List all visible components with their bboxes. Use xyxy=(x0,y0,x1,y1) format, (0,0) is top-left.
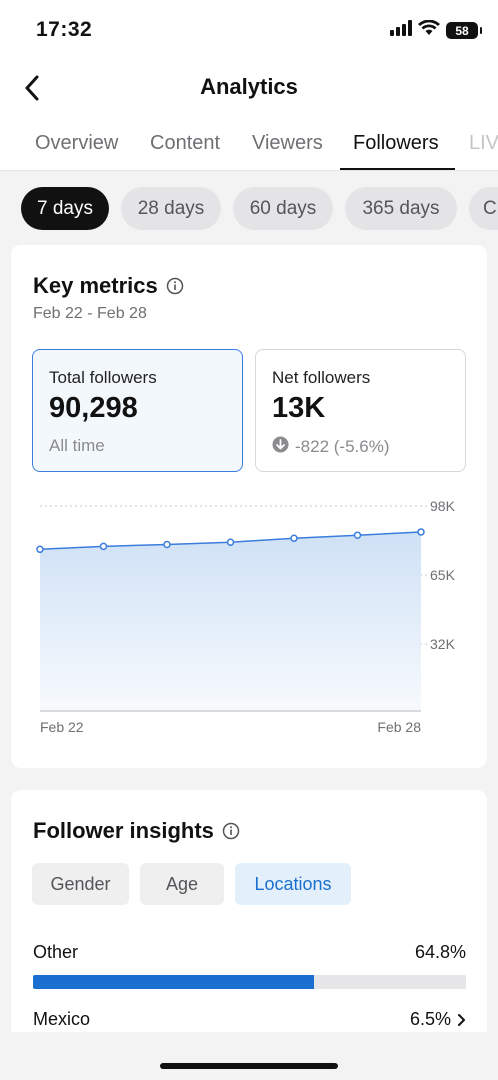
filter-7-days[interactable]: 7 days xyxy=(21,187,109,230)
date-range: Feb 22 - Feb 28 xyxy=(33,305,147,322)
key-metrics-title: Key metrics xyxy=(33,273,158,298)
location-bar xyxy=(33,975,466,989)
followers-area-chart: 98K 65K 32K Feb 22 Feb 28 xyxy=(36,498,456,735)
cellular-signal-icon xyxy=(390,20,412,41)
data-point[interactable] xyxy=(163,540,171,549)
total-followers-label: Total followers xyxy=(49,368,157,387)
data-point[interactable] xyxy=(417,528,425,536)
net-followers-change-row: -822 (-5.6%) xyxy=(272,436,389,458)
back-button[interactable] xyxy=(16,72,48,104)
follower-insights-card: Follower insights Gender Age Locations O… xyxy=(11,790,487,1080)
tab-bar: Overview Content Viewers Followers LIVE xyxy=(0,114,498,171)
data-point[interactable] xyxy=(353,531,362,540)
x-tick-label: Feb 22 xyxy=(40,719,84,735)
segment-age[interactable]: Age xyxy=(140,863,224,905)
chevron-right-icon xyxy=(458,1013,465,1026)
net-followers-change: -822 (-5.6%) xyxy=(295,437,390,456)
date-filter-bar: 7 days 28 days 60 days 365 days Custom xyxy=(0,171,498,245)
y-tick-label: 32K xyxy=(430,636,456,652)
active-tab-indicator xyxy=(340,168,455,170)
net-followers-label: Net followers xyxy=(272,368,371,387)
segment-locations[interactable]: Locations xyxy=(235,863,351,905)
x-tick-label: Feb 28 xyxy=(377,719,421,735)
location-name: Mexico xyxy=(33,1009,91,1029)
location-percent-row: 6.5% xyxy=(410,1009,466,1030)
tab-followers[interactable]: Followers xyxy=(353,132,439,154)
data-point[interactable] xyxy=(290,534,298,542)
page-title: Analytics xyxy=(200,74,298,99)
net-followers-value: 13K xyxy=(272,392,326,424)
net-followers-card[interactable]: Net followers 13K -822 (-5.6%) xyxy=(255,349,466,472)
y-tick-label: 98K xyxy=(430,498,456,514)
total-followers-card[interactable]: Total followers 90,298 All time xyxy=(32,349,243,472)
key-metrics-card: Key metrics Feb 22 - Feb 28 Total follow… xyxy=(11,245,487,768)
tab-content[interactable]: Content xyxy=(150,132,221,154)
total-followers-value: 90,298 xyxy=(49,392,138,424)
tab-live[interactable]: LIVE xyxy=(469,132,498,154)
data-point[interactable] xyxy=(226,538,235,546)
bottom-safe-area xyxy=(0,1032,498,1080)
data-point[interactable] xyxy=(36,545,44,554)
status-icons: 58 xyxy=(390,19,482,41)
insights-title-row: Follower insights xyxy=(33,818,240,844)
filter-365-days[interactable]: 365 days xyxy=(345,187,457,230)
filter-28-days[interactable]: 28 days xyxy=(121,187,221,230)
tab-viewers[interactable]: Viewers xyxy=(252,132,323,154)
info-icon[interactable] xyxy=(222,822,240,840)
chevron-left-icon xyxy=(25,75,39,101)
battery-icon: 58 xyxy=(446,22,482,39)
location-percent: 64.8% xyxy=(414,942,466,962)
tab-overview[interactable]: Overview xyxy=(35,132,119,154)
location-bar-fill xyxy=(33,975,314,989)
home-indicator xyxy=(160,1063,338,1069)
info-icon[interactable] xyxy=(166,277,184,295)
total-followers-sub: All time xyxy=(49,436,105,455)
insights-title: Follower insights xyxy=(33,818,214,843)
arrow-down-circle-icon xyxy=(272,436,289,458)
data-point[interactable] xyxy=(99,542,108,551)
area-fill xyxy=(40,531,421,711)
status-bar: 17:32 58 xyxy=(0,0,498,62)
status-time: 17:32 xyxy=(36,18,93,41)
key-metrics-title-row: Key metrics xyxy=(33,273,184,299)
location-name: Other xyxy=(33,942,79,962)
nav-bar: Analytics xyxy=(0,62,498,114)
filter-60-days[interactable]: 60 days xyxy=(233,187,333,230)
segment-gender[interactable]: Gender xyxy=(32,863,129,905)
filter-custom[interactable]: Custom xyxy=(469,187,498,230)
y-tick-label: 65K xyxy=(430,567,456,583)
location-percent: 6.5% xyxy=(409,1009,451,1029)
wifi-icon xyxy=(418,19,440,41)
